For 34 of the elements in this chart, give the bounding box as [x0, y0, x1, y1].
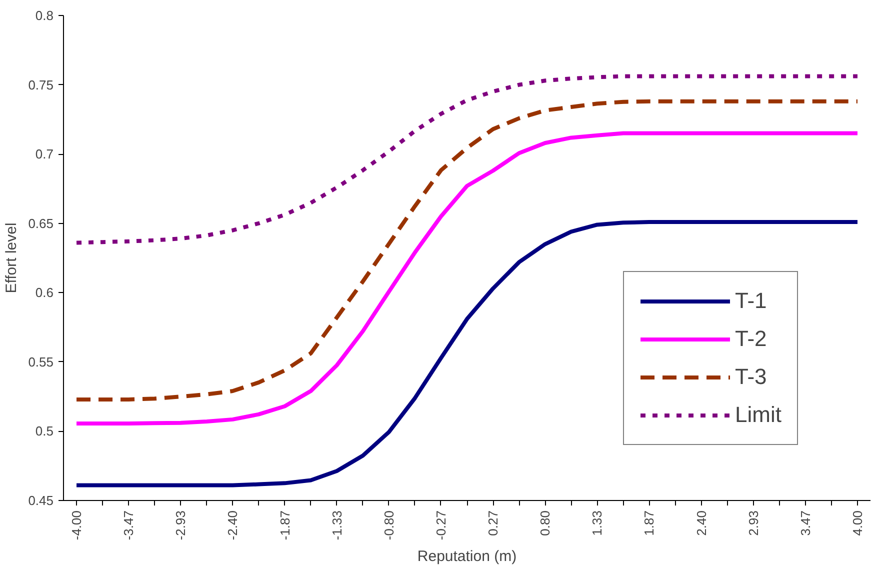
legend-label: T-2 — [735, 326, 767, 352]
y-tick-label: 0.75 — [28, 77, 54, 92]
legend-label: T-3 — [735, 364, 767, 390]
x-tick-label: 3.47 — [798, 510, 813, 536]
line-series — [74, 220, 860, 488]
y-tick-label: 0.5 — [35, 424, 54, 439]
line-series — [74, 131, 860, 426]
x-tick-label: 0.27 — [486, 510, 501, 536]
y-tick-label: 0.7 — [35, 146, 54, 162]
x-tick-label: -0.27 — [433, 510, 448, 540]
legend-label: Limit — [735, 402, 782, 428]
line-series — [74, 74, 860, 245]
x-tick-label: -1.33 — [329, 510, 344, 540]
y-tick-label: 0.65 — [28, 216, 54, 231]
x-tick-label: 0.80 — [538, 510, 553, 536]
x-tick-label: 4.00 — [850, 510, 865, 536]
y-tick-label: 0.45 — [28, 493, 54, 508]
x-tick-label: -2.93 — [173, 510, 188, 540]
y-tick-label: 0.55 — [28, 354, 54, 370]
x-tick-label: 1.33 — [590, 510, 605, 536]
y-tick-label: 0.6 — [35, 285, 54, 300]
y-axis-title: Effort level — [3, 222, 20, 294]
x-tick-label: 2.93 — [746, 510, 761, 536]
x-tick-label: -2.40 — [225, 510, 240, 540]
x-tick-label: 2.40 — [694, 510, 709, 536]
x-tick-label: -4.00 — [69, 510, 84, 540]
x-tick-label: -1.87 — [277, 510, 292, 540]
x-axis-title: Reputation (m) — [417, 548, 517, 566]
x-tick-label: -0.80 — [381, 510, 396, 540]
legend-label: T-1 — [735, 288, 767, 314]
x-tick-label: -3.47 — [121, 510, 136, 540]
y-tick-label: 0.8 — [35, 8, 54, 23]
x-tick-label: 1.87 — [642, 510, 657, 536]
line-series — [74, 99, 860, 402]
